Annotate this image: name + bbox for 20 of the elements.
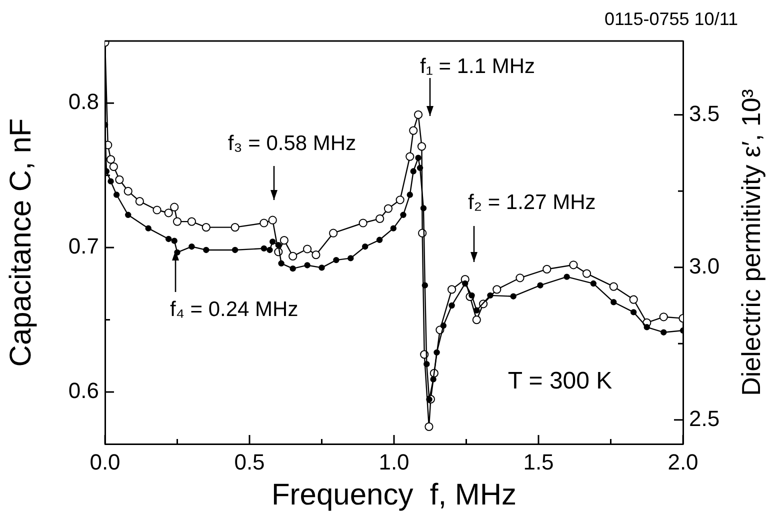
y2-tick-label: 3.0 (689, 253, 720, 278)
annotation: f₂ = 1.27 MHz (468, 190, 596, 214)
annotation: f₃ = 0.58 MHz (228, 132, 356, 155)
annotation: f₁ = 1.1 MHz (420, 54, 536, 78)
y-tick-label: 0.8 (68, 89, 99, 114)
x-tick-label: 2.0 (668, 449, 698, 474)
x-axis-title: Frequency f, MHz (271, 478, 517, 512)
y-tick-label: 0.6 (68, 378, 99, 404)
y-axis-title: Capacitance C, nF (4, 118, 38, 367)
x-tick-label: 0.5 (234, 449, 265, 474)
x-tick-label: 1.0 (378, 449, 410, 474)
y-tick-label: 0.7 (68, 234, 99, 259)
annotation: T = 300 K (508, 368, 612, 395)
x-tick-label: 0.0 (90, 449, 120, 474)
y2-tick-label: 2.5 (689, 406, 720, 431)
y2-axis-title: Dielectric permitivity ε′, 10³ (736, 88, 766, 396)
x-tick-label: 1.5 (523, 449, 554, 474)
annotation: f₄ = 0.24 MHz (170, 298, 298, 321)
text: 0115-0755 10/11 (604, 8, 738, 29)
y2-tick-label: 3.5 (689, 100, 720, 126)
